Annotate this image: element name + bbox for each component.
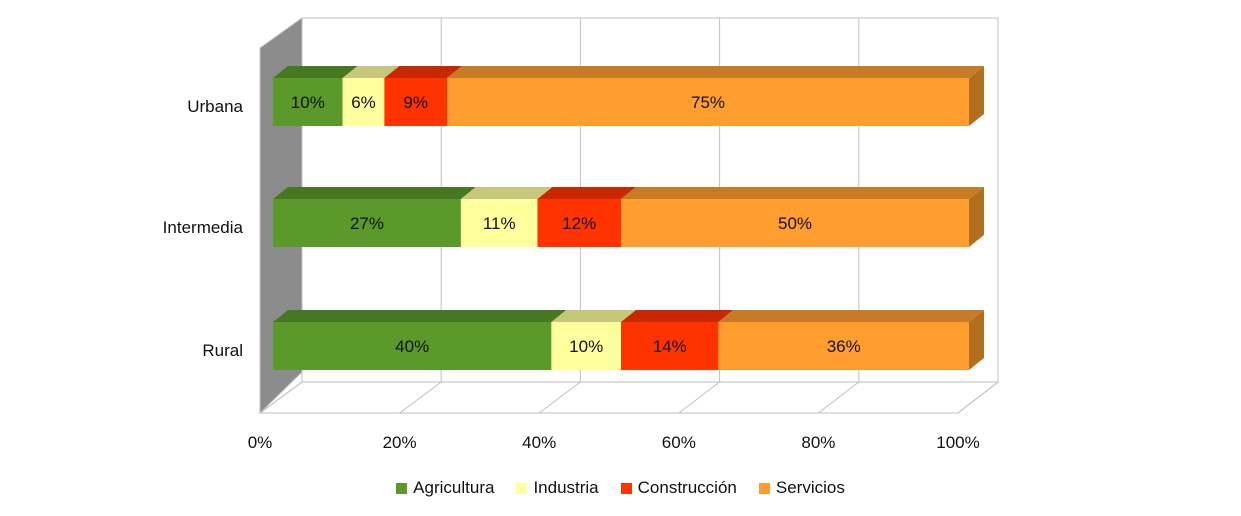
bar-segment: 40% — [273, 310, 567, 370]
data-label: 10% — [291, 93, 325, 112]
floor — [258, 381, 1000, 414]
bar-top-face — [384, 66, 462, 78]
floor-gridline — [818, 381, 860, 414]
legend: Agricultura Industria Construcción Servicio… — [0, 478, 1241, 498]
data-label: 9% — [403, 93, 428, 112]
bar-front-face — [384, 78, 447, 126]
legend-label: Industria — [533, 478, 599, 497]
category-label: Intermedia — [163, 218, 244, 237]
bar-side-face — [969, 187, 984, 247]
bar-front-face — [537, 199, 621, 247]
legend-item: Construcción — [620, 478, 737, 498]
x-tick-label: 80% — [801, 433, 835, 452]
x-tick-labels: 0% 20% 40% 60% 80% 100% — [248, 433, 980, 452]
category-label: Rural — [202, 341, 243, 360]
bar-top-face — [342, 66, 400, 78]
data-label: 27% — [350, 214, 384, 233]
bar-front-face — [621, 199, 969, 247]
floor-gridline — [538, 381, 581, 414]
bar-top-face — [273, 66, 358, 78]
bar-top-face — [273, 310, 567, 322]
bar-front-face — [273, 199, 461, 247]
legend-swatch — [396, 482, 408, 494]
floor-gridline — [678, 381, 720, 414]
data-label: 10% — [569, 337, 603, 356]
category-label: Urbana — [187, 97, 243, 116]
data-label: 50% — [778, 214, 812, 233]
legend-item: Industria — [516, 478, 599, 498]
data-label: 12% — [562, 214, 596, 233]
x-tick-label: 60% — [662, 433, 696, 452]
bar-front-face — [621, 322, 719, 370]
bar-top-face — [447, 66, 984, 78]
floor-gridline — [957, 381, 999, 414]
bar-top-face — [718, 310, 984, 322]
bar-top-face — [273, 187, 476, 199]
stacked-bar-chart: 10% 6% 9% 75% 27% 11% 12% 50% 40% 10% 14% 36% Urban… — [163, 17, 1000, 452]
bar-segment: 75% — [447, 66, 984, 126]
bar-segment: 10% — [273, 66, 358, 126]
bar-segment: 36% — [718, 310, 984, 370]
x-tick-label: 100% — [936, 433, 979, 452]
data-label: 6% — [351, 93, 376, 112]
floor-gridline — [399, 381, 442, 414]
bar-top-face — [537, 187, 636, 199]
floor-gridline — [259, 381, 303, 414]
bar-side-face — [969, 66, 984, 126]
bar-front-face — [342, 78, 385, 126]
bar-segment: 11% — [460, 187, 553, 247]
x-tick-label: 20% — [383, 433, 417, 452]
legend-item: Agricultura — [396, 478, 494, 498]
x-tick-label: 0% — [248, 433, 273, 452]
bar-top-face — [621, 310, 734, 322]
bar-front-face — [460, 199, 538, 247]
legend-swatch — [758, 482, 770, 494]
data-label: 14% — [653, 337, 687, 356]
legend-label: Construcción — [637, 478, 737, 497]
category-labels: Urbana Intermedia Rural — [163, 97, 244, 360]
legend-item: Servicios — [758, 478, 845, 498]
bar-segment: 6% — [342, 66, 400, 126]
data-label: 36% — [827, 337, 861, 356]
bar-segment: 9% — [384, 66, 462, 126]
bar-front-face — [273, 78, 343, 126]
legend-label: Servicios — [775, 478, 845, 497]
bar-segment: 12% — [537, 187, 636, 247]
bar-segments: 10% 6% 9% 75% 27% 11% 12% 50% 40% 10% 14% 36% — [273, 66, 984, 370]
legend-label: Agricultura — [413, 478, 495, 497]
bar-segment: 10% — [551, 310, 636, 370]
bar-segment: 14% — [621, 310, 734, 370]
bar-top-face — [460, 187, 553, 199]
bar-top-face — [621, 187, 984, 199]
bar-front-face — [551, 322, 621, 370]
bar-front-face — [273, 322, 552, 370]
data-label: 75% — [691, 93, 725, 112]
bar-front-face — [447, 78, 969, 126]
x-tick-label: 40% — [522, 433, 556, 452]
legend-swatch — [516, 482, 528, 494]
bar-segment: 27% — [273, 187, 476, 247]
bar-top-face — [551, 310, 636, 322]
data-label: 40% — [395, 337, 429, 356]
bar-segment: 50% — [621, 187, 984, 247]
data-label: 11% — [483, 214, 516, 233]
bar-side-face — [969, 310, 984, 370]
legend-swatch — [620, 482, 632, 494]
bar-front-face — [718, 322, 969, 370]
